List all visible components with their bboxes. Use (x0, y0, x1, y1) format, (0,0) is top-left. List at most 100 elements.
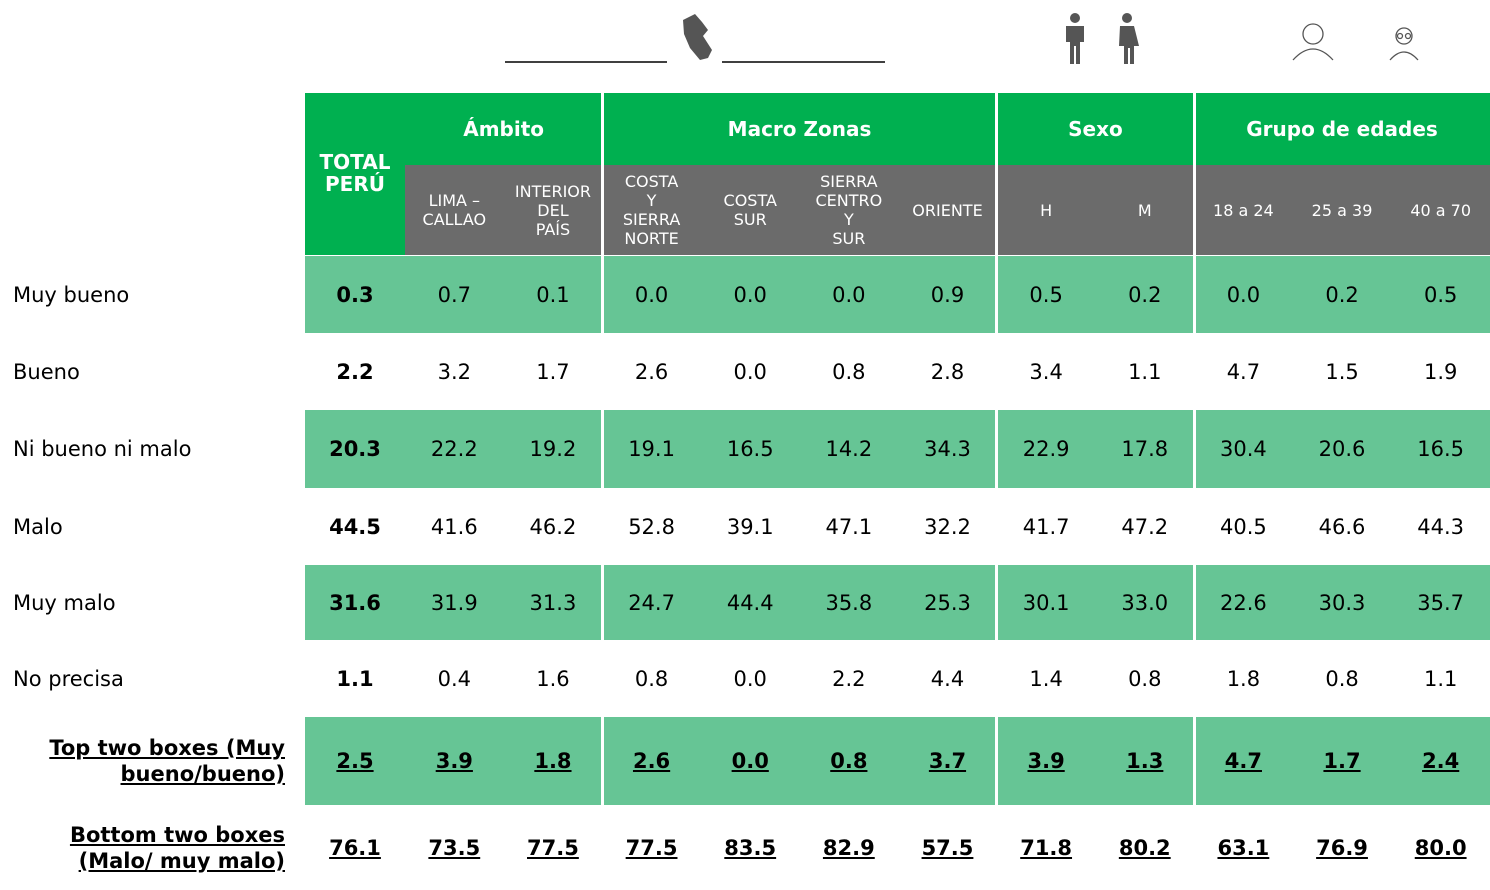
cell-value: 4.7 (1224, 749, 1262, 773)
cell-value: 1.6 (536, 666, 570, 691)
cell-value: 1.8 (1226, 666, 1261, 691)
row-label: Bottom two boxes (Malo/ muy malo) (69, 822, 285, 873)
cell-value: 3.4 (1029, 359, 1063, 384)
cell-value: 0.2 (1325, 282, 1359, 307)
cell-value: 1.1 (336, 666, 374, 691)
cell-value: 0.0 (733, 359, 767, 384)
cell-value: 34.3 (924, 437, 971, 461)
cell-value: 71.8 (1020, 835, 1073, 860)
cell-value: 1.7 (1323, 749, 1361, 773)
sub-header: ORIENTE (898, 165, 997, 255)
group-header: Macro Zonas (602, 93, 997, 165)
cell-value: 0.5 (1423, 282, 1458, 307)
cell-value: 46.6 (1318, 514, 1366, 539)
cell-value: 0.8 (830, 749, 868, 773)
cell-value: 2.4 (1422, 749, 1460, 773)
sub-header: 40 a 70 (1391, 165, 1490, 255)
cell-value: 30.1 (1022, 590, 1070, 615)
cell-value: 0.7 (437, 282, 472, 307)
group-header: Sexo (996, 93, 1195, 165)
group-header: Grupo de edades (1194, 93, 1490, 165)
row-label: Bueno (13, 359, 80, 384)
cell-value: 32.2 (924, 514, 971, 539)
group-separator (600, 93, 604, 890)
group-header: Ámbito (405, 93, 603, 165)
cell-value: 31.9 (430, 590, 478, 615)
cell-value: 80.0 (1414, 835, 1467, 860)
cell-value: 1.9 (1423, 359, 1458, 384)
cell-value: 2.2 (832, 666, 866, 691)
cell-value: 0.1 (536, 282, 570, 307)
cell-value: 0.0 (1226, 282, 1261, 307)
cell-value: 46.2 (529, 514, 577, 539)
row-label: Ni bueno ni malo (13, 437, 192, 461)
cell-value: 14.2 (825, 437, 873, 461)
sub-header: M (1095, 165, 1195, 255)
cell-value: 52.8 (628, 514, 675, 539)
cell-value: 0.0 (733, 666, 767, 691)
sub-header: COSTA SUR (700, 165, 800, 255)
cell-value: 1.4 (1029, 666, 1063, 691)
cell-value: 1.8 (534, 749, 572, 773)
cell-value: 1.1 (1423, 666, 1458, 691)
group-separator (1192, 93, 1196, 890)
cell-value: 41.6 (430, 514, 478, 539)
cell-value: 2.2 (336, 359, 374, 384)
cell-value: 2.6 (632, 749, 671, 773)
cell-value: 3.9 (1027, 749, 1065, 773)
cell-value: 3.7 (928, 749, 967, 773)
row-label: Malo (13, 514, 63, 539)
header-icons (505, 13, 1419, 64)
cell-value: 0.5 (1029, 282, 1063, 307)
row-band (305, 256, 1490, 333)
cell-value: 22.2 (430, 437, 478, 461)
group-separator (995, 93, 999, 890)
cell-value: 16.5 (726, 437, 774, 461)
cell-value: 47.2 (1121, 514, 1169, 539)
cell-value: 1.3 (1126, 749, 1164, 773)
cell-value: 57.5 (921, 835, 974, 860)
cell-value: 39.1 (726, 514, 774, 539)
cell-value: 0.8 (1325, 666, 1359, 691)
cell-value: 2.5 (336, 749, 374, 773)
cell-value: 2.6 (634, 359, 669, 384)
cell-value: 3.9 (435, 749, 473, 773)
sub-header: H (996, 165, 1096, 255)
cell-value: 3.2 (437, 359, 472, 384)
cell-value: 24.7 (628, 590, 675, 615)
row-label: Top two boxes (Muy bueno/bueno) (49, 736, 285, 786)
cell-value: 40.5 (1220, 514, 1267, 539)
row-label: No precisa (13, 666, 124, 691)
sub-header: 25 a 39 (1292, 165, 1392, 255)
cell-value: 0.8 (634, 666, 669, 691)
row-label: Muy bueno (13, 282, 130, 307)
row-band (305, 565, 1490, 640)
cell-value: 31.3 (529, 590, 577, 615)
sub-header: LIMA – CALLAO (405, 165, 504, 255)
cell-value: 0.4 (437, 666, 472, 691)
cell-value: 2.8 (930, 359, 965, 384)
cell-value: 0.0 (832, 282, 866, 307)
cell-value: 47.1 (825, 514, 873, 539)
cell-value: 1.5 (1325, 359, 1359, 384)
cell-value: 76.1 (329, 835, 381, 860)
row-band (305, 410, 1490, 488)
sub-header: SIERRA CENTRO Y SUR (799, 165, 899, 255)
cell-value: 0.3 (336, 282, 374, 307)
cell-value: 33.0 (1121, 590, 1169, 615)
cell-value: 44.4 (726, 590, 774, 615)
row-band (305, 717, 1490, 805)
cell-value: 44.3 (1417, 514, 1465, 539)
cell-value: 30.3 (1318, 590, 1366, 615)
cell-value: 4.4 (930, 666, 965, 691)
cell-value: 35.7 (1417, 590, 1465, 615)
cell-value: 80.2 (1118, 835, 1171, 860)
cell-value: 0.8 (1128, 666, 1162, 691)
cell-value: 77.5 (625, 835, 678, 860)
cell-value: 19.2 (529, 437, 577, 461)
cell-value: 0.0 (733, 282, 767, 307)
cell-value: 19.1 (628, 437, 675, 461)
sub-header: INTERIOR DEL PAÍS (503, 165, 603, 255)
cell-value: 41.7 (1022, 514, 1070, 539)
